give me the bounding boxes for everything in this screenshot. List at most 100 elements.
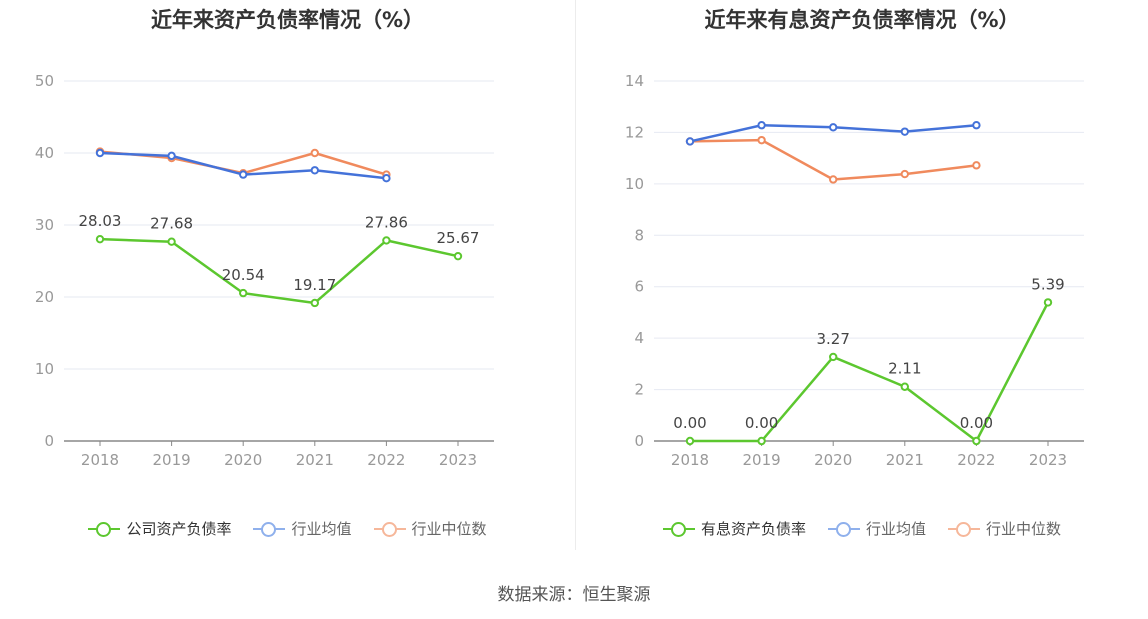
y-tick-label: 40 xyxy=(35,144,54,162)
chart-panel-asset-liability: 近年来资产负债率情况（%） 0 10 20 30 40 50 2018 2019 2020 202… xyxy=(0,0,575,560)
legend-marker-icon xyxy=(827,519,860,539)
y-tick-label: 20 xyxy=(35,288,54,306)
data-point xyxy=(382,174,391,183)
data-label: 3.27 xyxy=(816,330,849,348)
legend-item-median[interactable]: 行业中位数 xyxy=(373,518,487,539)
x-tick-label: 2019 xyxy=(153,451,191,469)
x-tick-label: 2023 xyxy=(1029,451,1067,469)
data-label: 20.54 xyxy=(222,266,265,284)
x-tick-label: 2019 xyxy=(743,451,781,469)
data-label: 27.86 xyxy=(365,213,408,231)
legend-item-average[interactable]: 行业均值 xyxy=(253,518,352,539)
y-tick-label: 12 xyxy=(625,123,644,141)
y-tick-label: 30 xyxy=(35,216,54,234)
data-point xyxy=(167,237,176,246)
y-tick-label: 50 xyxy=(35,72,54,90)
data-point xyxy=(829,175,838,184)
data-label: 28.03 xyxy=(79,212,122,230)
x-tick-label: 2018 xyxy=(81,451,119,469)
legend-marker-icon xyxy=(662,519,695,539)
data-label: 27.68 xyxy=(150,215,193,233)
data-point xyxy=(310,298,319,308)
legend-item-median[interactable]: 行业中位数 xyxy=(948,518,1061,539)
series-company: 28.03 27.68 20.54 19.17 27.86 25.67 xyxy=(79,212,480,308)
data-point xyxy=(829,352,838,362)
data-point xyxy=(829,123,838,132)
data-point xyxy=(685,137,695,146)
legend-marker-icon xyxy=(88,519,121,539)
data-point xyxy=(757,436,766,446)
x-tick-label: 2021 xyxy=(296,451,334,469)
data-point xyxy=(972,161,981,170)
data-point xyxy=(1043,298,1053,307)
chart-legend: 公司资产负债率 行业均值 行业中位数 xyxy=(0,518,575,539)
data-point xyxy=(900,382,909,391)
data-point xyxy=(239,288,248,298)
data-point xyxy=(453,251,463,261)
chart-title: 近年来有息资产负债率情况（%） xyxy=(704,8,1020,32)
data-label: 0.00 xyxy=(745,414,778,432)
y-tick-label: 10 xyxy=(35,360,54,378)
legend-item-company[interactable]: 公司资产负债率 xyxy=(88,518,231,539)
legend-marker-icon xyxy=(253,519,286,539)
data-point xyxy=(310,166,319,175)
x-tick-label: 2022 xyxy=(367,451,405,469)
series-line xyxy=(99,237,459,305)
legend-item-average[interactable]: 行业均值 xyxy=(827,518,926,539)
data-point xyxy=(972,121,981,130)
data-point xyxy=(757,121,766,130)
x-tick-label: 2020 xyxy=(224,451,262,469)
legend-label: 有息资产负债率 xyxy=(700,520,806,538)
legend-item-company[interactable]: 有息资产负债率 xyxy=(662,518,806,539)
y-tick-label: 0 xyxy=(44,432,54,450)
x-tick-label: 2018 xyxy=(671,451,709,469)
y-tick-label: 0 xyxy=(634,432,644,450)
y-tick-label: 6 xyxy=(634,278,644,296)
data-label: 0.00 xyxy=(673,414,706,432)
y-tick-label: 2 xyxy=(634,381,644,399)
y-tick-label: 4 xyxy=(634,329,644,347)
data-point xyxy=(310,148,319,158)
legend-marker-icon xyxy=(948,519,980,539)
series-industry-average xyxy=(685,121,981,146)
data-point xyxy=(382,236,391,245)
data-label: 2.11 xyxy=(888,360,921,378)
x-tick-label: 2023 xyxy=(439,451,477,469)
legend-label: 行业均值 xyxy=(865,520,926,538)
chart-title: 近年来资产负债率情况（%） xyxy=(150,8,425,32)
data-label: 19.17 xyxy=(293,276,336,294)
series-line xyxy=(689,138,977,181)
y-tick-label: 14 xyxy=(625,72,644,90)
data-point xyxy=(685,436,695,446)
y-tick-label: 10 xyxy=(625,175,644,193)
legend-label: 公司资产负债率 xyxy=(126,520,232,538)
x-tick-label: 2021 xyxy=(886,451,924,469)
legend-marker-icon xyxy=(373,519,406,539)
data-label: 0.00 xyxy=(960,414,993,432)
chart-panel-interest-bearing: 近年来有息资产负债率情况（%） 0 2 4 6 8 10 12 14 2018 2019 2020 2… xyxy=(576,0,1148,560)
data-label: 5.39 xyxy=(1031,275,1064,293)
legend-label: 行业均值 xyxy=(291,520,352,538)
data-point xyxy=(167,151,176,161)
series-line xyxy=(690,301,1050,443)
panel-divider xyxy=(575,0,576,550)
y-tick-label: 8 xyxy=(634,226,644,244)
series-company: 0.00 0.00 3.27 2.11 0.00 5.39 xyxy=(673,275,1065,446)
legend-label: 行业中位数 xyxy=(411,520,487,538)
data-point xyxy=(239,170,248,179)
data-point xyxy=(95,148,105,158)
data-point xyxy=(972,436,981,446)
data-point xyxy=(757,135,766,145)
chart-legend: 有息资产负债率 行业均值 行业中位数 xyxy=(576,518,1148,539)
series-industry-average xyxy=(95,148,391,183)
data-source-note: 数据来源：恒生聚源 xyxy=(497,585,651,605)
series-industry-median xyxy=(685,135,981,184)
line-chart-asset-liability: 0 10 20 30 40 50 2018 2019 2020 2021 2022 2023 28.03… xyxy=(35,72,494,469)
data-label: 25.67 xyxy=(437,229,480,247)
x-tick-label: 2022 xyxy=(957,451,995,469)
data-point xyxy=(900,169,909,179)
data-point xyxy=(900,127,909,136)
data-point xyxy=(95,234,105,244)
legend-label: 行业中位数 xyxy=(986,520,1062,538)
